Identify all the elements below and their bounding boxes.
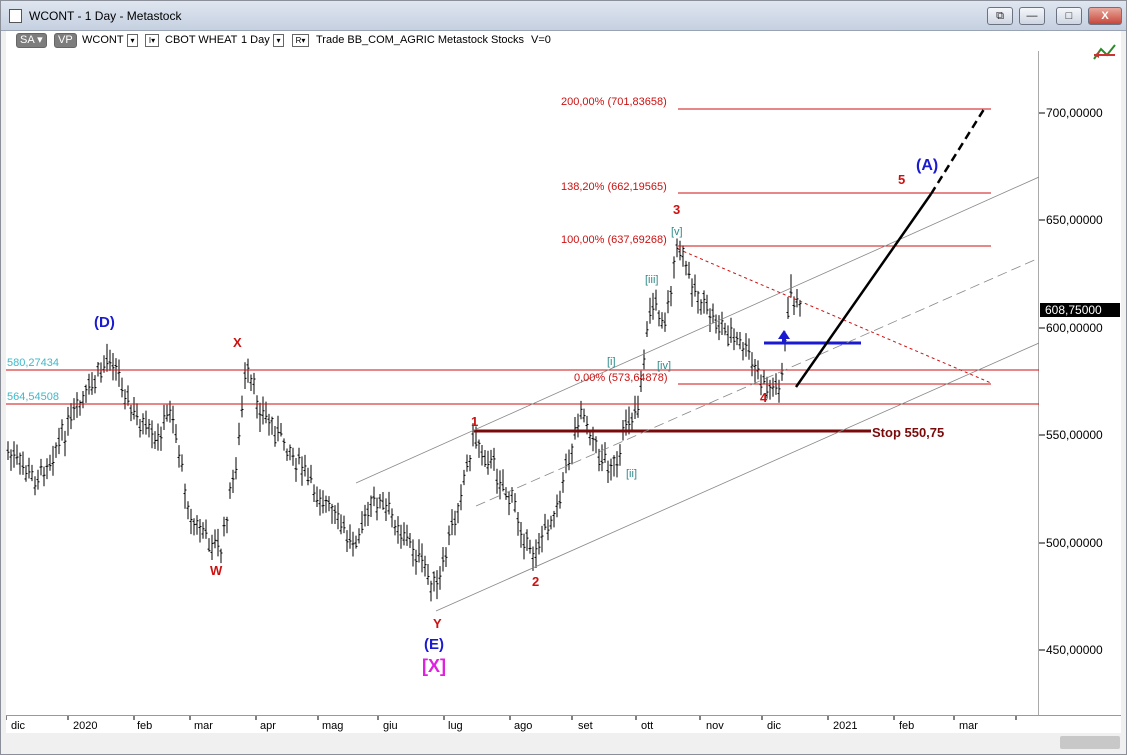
- sa-button[interactable]: SA ▾: [16, 33, 47, 48]
- fib-100-label: 100,00% (637,69268): [561, 234, 667, 246]
- date-label: feb: [899, 720, 914, 732]
- date-label: ott: [641, 720, 653, 732]
- wave-1-label: 1: [471, 414, 478, 429]
- subwave-iv-label: [iv]: [657, 360, 671, 372]
- symbol-label: WCONT: [82, 34, 124, 46]
- window-title: WCONT - 1 Day - Metastock: [29, 9, 182, 23]
- date-label: dic: [11, 720, 26, 732]
- wave-2-label: 2: [532, 574, 539, 589]
- wave-y-label: Y: [433, 616, 442, 631]
- projection-line: [794, 193, 933, 388]
- price-chart[interactable]: 200,00% (701,83658) 138,20% (662,19565) …: [6, 51, 1040, 715]
- price-tick-550: 550,00000: [1046, 428, 1103, 442]
- price-axis: 700,00000 650,00000 600,00000 550,00000 …: [1039, 31, 1121, 715]
- stop-label: Stop 550,75: [872, 425, 944, 440]
- subwave-v-label: [v]: [671, 226, 683, 238]
- price-tick-450: 450,00000: [1046, 643, 1103, 657]
- date-label: 2020: [73, 720, 97, 732]
- chevron-down-icon: ▾: [37, 34, 43, 46]
- channel-mid-line: [475, 257, 1040, 507]
- price-axis-canvas: 700,00000 650,00000 600,00000 550,00000 …: [1039, 44, 1120, 657]
- minimize-button[interactable]: —: [1019, 7, 1045, 25]
- date-label: lug: [448, 720, 463, 732]
- wave-3-label: 3: [673, 202, 680, 217]
- triangle-trend-line: [677, 248, 992, 384]
- price-tick-600: 600,00000: [1046, 321, 1103, 335]
- channel-lower-line: [435, 342, 1040, 612]
- chart-toolbar: SA ▾ VP WCONT ▾ I▾ CBOT WHEAT 1 Day ▾ R▾…: [6, 31, 1039, 51]
- document-icon: [9, 9, 22, 23]
- date-label: mar: [194, 720, 213, 732]
- fib-138-label: 138,20% (662,19565): [561, 181, 667, 193]
- date-label: feb: [137, 720, 152, 732]
- vp-button[interactable]: VP: [54, 33, 77, 48]
- chart-canvas: 200,00% (701,83658) 138,20% (662,19565) …: [6, 96, 1040, 676]
- info-label: Trade BB_COM_AGRIC Metastock Stocks: [316, 34, 525, 46]
- maximize-button[interactable]: □: [1056, 7, 1082, 25]
- price-tick-500: 500,00000: [1046, 536, 1103, 550]
- instrument-label: CBOT WHEAT: [165, 34, 238, 46]
- restore-down-button[interactable]: ⧉: [987, 7, 1013, 25]
- period-dropdown-button[interactable]: ▾: [273, 34, 284, 47]
- wave-d-label: (D): [94, 314, 115, 331]
- date-label: dic: [767, 720, 782, 732]
- level-580-label: 580,27434: [7, 357, 59, 369]
- fib-200-label: 200,00% (701,83658): [561, 96, 667, 108]
- horizontal-scrollbar[interactable]: [6, 733, 1121, 751]
- date-label: giu: [383, 720, 398, 732]
- scrollbar-thumb[interactable]: [1060, 736, 1120, 749]
- price-tick-650: 650,00000: [1046, 213, 1103, 227]
- date-label: 2021: [833, 720, 857, 732]
- fib-0-label: 0,00% (573,64878): [574, 372, 668, 384]
- current-price-label: 608,75000: [1045, 303, 1102, 317]
- level-564-label: 564,54508: [7, 391, 59, 403]
- wave-w-label: W: [210, 563, 223, 578]
- wave-x-bracket-label: [X]: [422, 656, 446, 676]
- wave-x-label: X: [233, 335, 242, 350]
- wave-4-label: 4: [760, 390, 768, 405]
- symbol-dropdown-button[interactable]: ▾: [127, 34, 138, 47]
- date-label: ago: [514, 720, 532, 732]
- volume-label: V=0: [531, 34, 551, 46]
- wave-5-label: 5: [898, 172, 905, 187]
- date-label: mag: [322, 720, 343, 732]
- arrows-icon[interactable]: [1093, 44, 1116, 60]
- subwave-iii-label: [iii]: [645, 274, 658, 286]
- r-dropdown-button[interactable]: R▾: [292, 34, 309, 47]
- wave-e-label: (E): [424, 636, 444, 653]
- date-label: set: [578, 720, 593, 732]
- date-label: mar: [959, 720, 978, 732]
- subwave-ii-label: [ii]: [626, 468, 637, 480]
- projection-dashed-line: [929, 105, 988, 195]
- up-arrow-icon: [778, 330, 790, 339]
- date-label: apr: [260, 720, 276, 732]
- channel-upper-line: [355, 176, 1040, 484]
- price-bars: [6, 238, 802, 602]
- close-button[interactable]: X: [1088, 7, 1122, 25]
- up-arrow-stem: [782, 338, 786, 344]
- wave-a-label: (A): [916, 157, 938, 174]
- indicator-dropdown-button[interactable]: I▾: [145, 34, 159, 47]
- date-axis-canvas: dic 2020 feb mar apr mag giu lug ago set ott nov dic…: [5, 716, 1017, 732]
- title-bar[interactable]: WCONT - 1 Day - Metastock ⧉ — □ X: [1, 1, 1126, 31]
- date-axis: dic 2020 feb mar apr mag giu lug ago set ott nov dic…: [5, 715, 1121, 733]
- sa-label: SA: [20, 34, 35, 46]
- current-price-badge: [1040, 303, 1120, 317]
- subwave-i-label: [i]: [607, 356, 616, 368]
- price-tick-700: 700,00000: [1046, 106, 1103, 120]
- date-label: nov: [706, 720, 724, 732]
- period-label: 1 Day: [241, 34, 270, 46]
